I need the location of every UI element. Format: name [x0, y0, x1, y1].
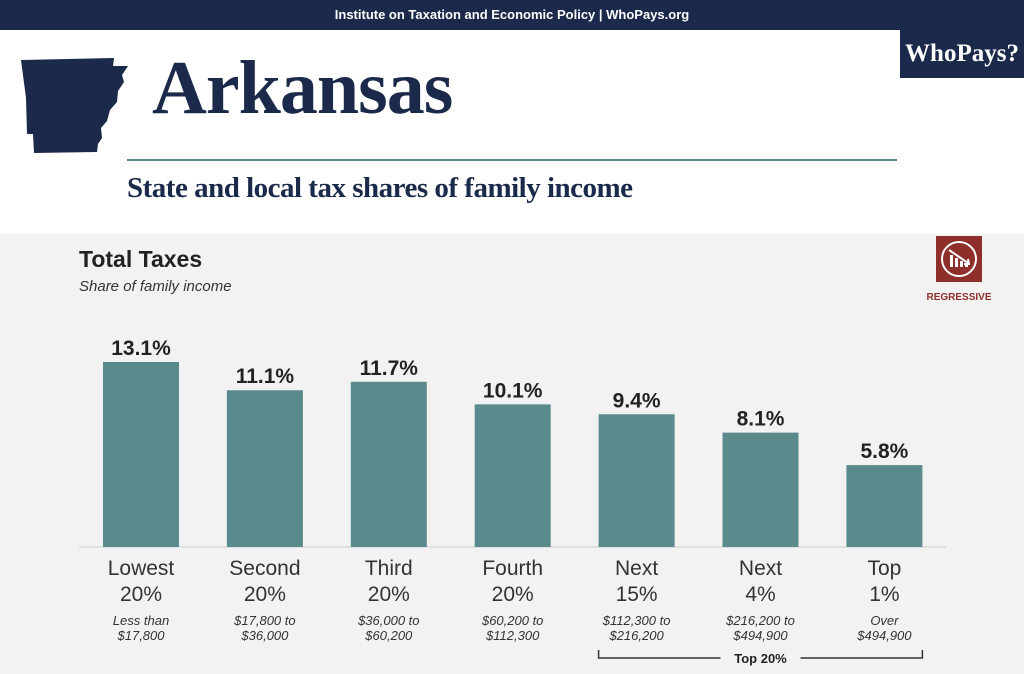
income-range-label: $216,200	[608, 628, 664, 643]
source-banner: Institute on Taxation and Economic Polic…	[0, 0, 1024, 30]
category-label-pct: 20%	[120, 583, 162, 606]
category-label-pct: 1%	[869, 583, 899, 606]
category-label: Fourth	[482, 557, 543, 580]
category-label: Next	[615, 557, 658, 580]
bar-7	[846, 465, 923, 547]
bar-value-label: 10.1%	[483, 379, 543, 402]
bar-value-label: 5.8%	[860, 440, 908, 463]
bar-6	[722, 432, 799, 547]
bracket-right	[800, 650, 924, 659]
bar-value-label: 11.1%	[236, 365, 295, 388]
title-divider	[127, 159, 897, 161]
bracket-label: Top 20%	[734, 651, 787, 666]
page-subtitle: State and local tax shares of family inc…	[127, 172, 633, 204]
category-label-pct: 4%	[745, 583, 775, 606]
category-label-pct: 20%	[368, 583, 410, 606]
bracket-left	[597, 650, 721, 659]
income-range-label: Over	[870, 613, 899, 628]
regressive-chart-icon	[936, 236, 982, 282]
arkansas-map-icon	[21, 58, 128, 153]
income-range-label: $494,900	[732, 628, 788, 643]
bar-value-label: 13.1%	[111, 337, 171, 360]
income-range-label: $112,300 to	[602, 613, 671, 628]
category-label: Lowest	[108, 557, 175, 580]
category-label: Next	[739, 557, 782, 580]
income-range-label: $494,900	[856, 628, 912, 643]
bar-value-label: 9.4%	[613, 389, 661, 412]
income-range-label: $36,000 to	[357, 613, 419, 628]
income-range-label: $17,800 to	[233, 613, 295, 628]
bar-5	[598, 414, 675, 547]
income-range-label: $216,200 to	[725, 613, 795, 628]
bar-1	[103, 362, 179, 547]
bar-value-label: 8.1%	[737, 408, 785, 431]
state-title: Arkansas	[152, 46, 453, 130]
chart-title: Total Taxes	[79, 246, 203, 272]
regressive-badge-label: REGRESSIVE	[926, 292, 992, 303]
category-label: Third	[365, 557, 413, 580]
income-range-label: Less than	[113, 613, 169, 628]
income-range-label: $60,200	[364, 628, 413, 643]
chart-subtitle: Share of family income	[79, 278, 232, 295]
category-label-pct: 20%	[492, 583, 534, 606]
bar-3	[350, 381, 427, 547]
income-range-label: $36,000	[240, 628, 289, 643]
income-range-label: $17,800	[117, 628, 166, 643]
bar-4	[474, 404, 551, 547]
income-range-label: $112,300	[485, 628, 540, 643]
income-range-label: $60,200 to	[481, 613, 543, 628]
category-label-pct: 15%	[616, 583, 658, 606]
whopays-logo[interactable]: WhoPays?	[900, 30, 1024, 78]
bar-2	[226, 390, 303, 547]
category-label-pct: 20%	[244, 583, 286, 606]
category-label: Second	[229, 557, 300, 580]
bar-value-label: 11.7%	[360, 357, 419, 380]
category-label: Top	[867, 557, 901, 580]
